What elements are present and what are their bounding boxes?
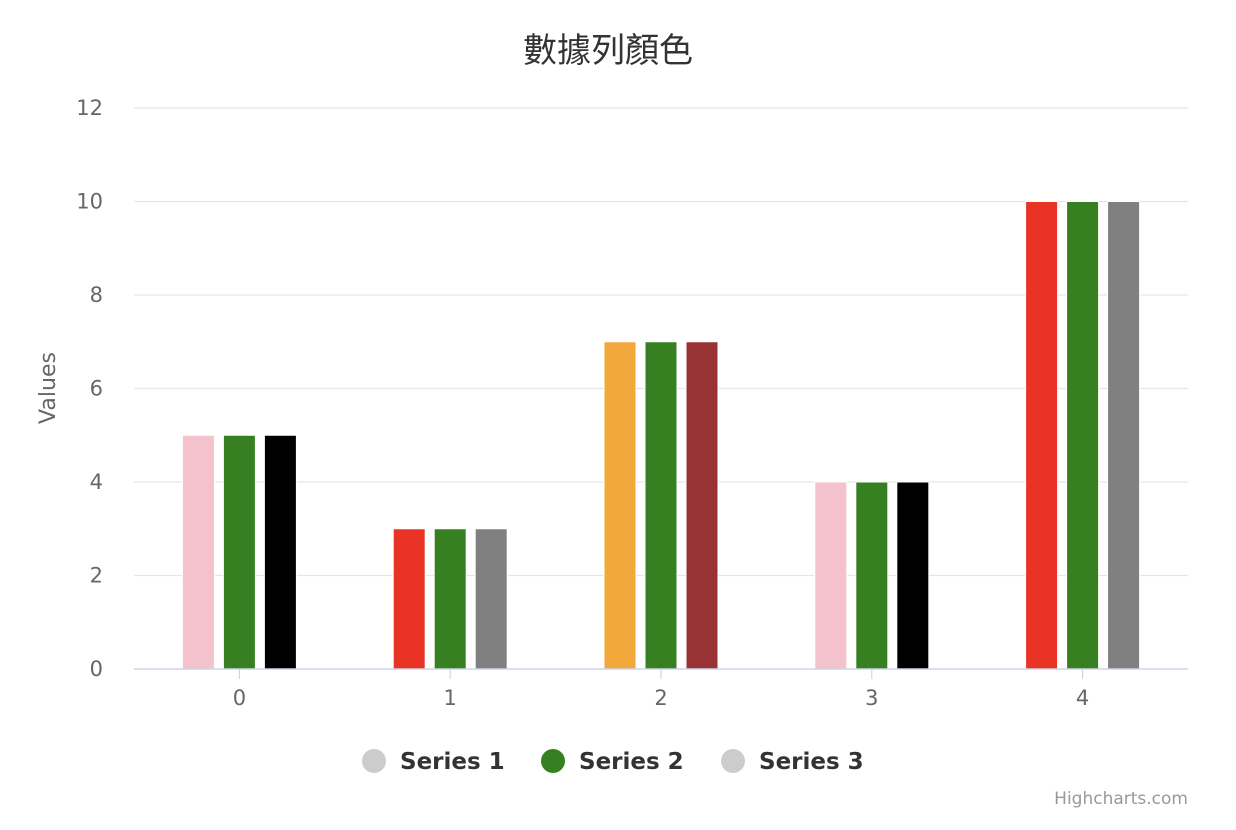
- y-tick-label: 4: [90, 470, 103, 494]
- bar-series-1-cat-1[interactable]: [392, 528, 426, 670]
- y-axis-label: Values: [36, 352, 61, 424]
- legend-item-series-3[interactable]: Series 3: [721, 749, 864, 775]
- bars: [181, 201, 1141, 670]
- legend-marker: [362, 749, 386, 773]
- bar-series-3-cat-4[interactable]: [1107, 201, 1141, 670]
- legend-item-series-2[interactable]: Series 2: [541, 749, 684, 775]
- bar-series-1-cat-3[interactable]: [814, 481, 848, 670]
- y-tick-label: 2: [90, 564, 103, 588]
- y-tick-label: 0: [90, 657, 103, 681]
- bar-series-2-cat-3[interactable]: [855, 481, 889, 670]
- chart-title: 數據列顏色: [523, 31, 693, 71]
- x-axis-ticks: 0 1 2 3 4: [233, 669, 1089, 710]
- bar-series-3-cat-1[interactable]: [474, 528, 508, 670]
- bar-series-2-cat-0[interactable]: [222, 434, 256, 670]
- y-tick-label: 8: [90, 283, 103, 307]
- x-tick-label: 3: [865, 686, 878, 710]
- x-tick-label: 2: [654, 686, 667, 710]
- bar-series-1-cat-2[interactable]: [603, 341, 637, 670]
- bar-series-1-cat-4[interactable]: [1025, 201, 1059, 670]
- y-tick-label: 6: [90, 377, 103, 401]
- bar-series-3-cat-2[interactable]: [685, 341, 719, 670]
- x-tick-label: 0: [233, 686, 246, 710]
- x-tick-label: 4: [1076, 686, 1089, 710]
- bar-series-2-cat-1[interactable]: [433, 528, 467, 670]
- x-tick-label: 1: [444, 686, 457, 710]
- legend: Series 1 Series 2 Series 3: [362, 749, 864, 775]
- legend-label: Series 1: [400, 749, 505, 775]
- credits-link[interactable]: Highcharts.com: [1054, 789, 1188, 809]
- legend-marker: [541, 749, 565, 773]
- bar-series-2-cat-4[interactable]: [1066, 201, 1100, 670]
- y-tick-label: 12: [76, 96, 103, 120]
- bar-series-1-cat-0[interactable]: [181, 434, 215, 670]
- legend-item-series-1[interactable]: Series 1: [362, 749, 505, 775]
- y-axis-ticks: 0 2 4 6 8 10 12: [76, 96, 103, 681]
- bar-series-3-cat-0[interactable]: [263, 434, 297, 670]
- bar-series-3-cat-3[interactable]: [896, 481, 930, 670]
- legend-label: Series 2: [579, 749, 684, 775]
- legend-label: Series 3: [759, 749, 864, 775]
- bar-series-2-cat-2[interactable]: [644, 341, 678, 670]
- y-tick-label: 10: [76, 190, 103, 214]
- legend-marker: [721, 749, 745, 773]
